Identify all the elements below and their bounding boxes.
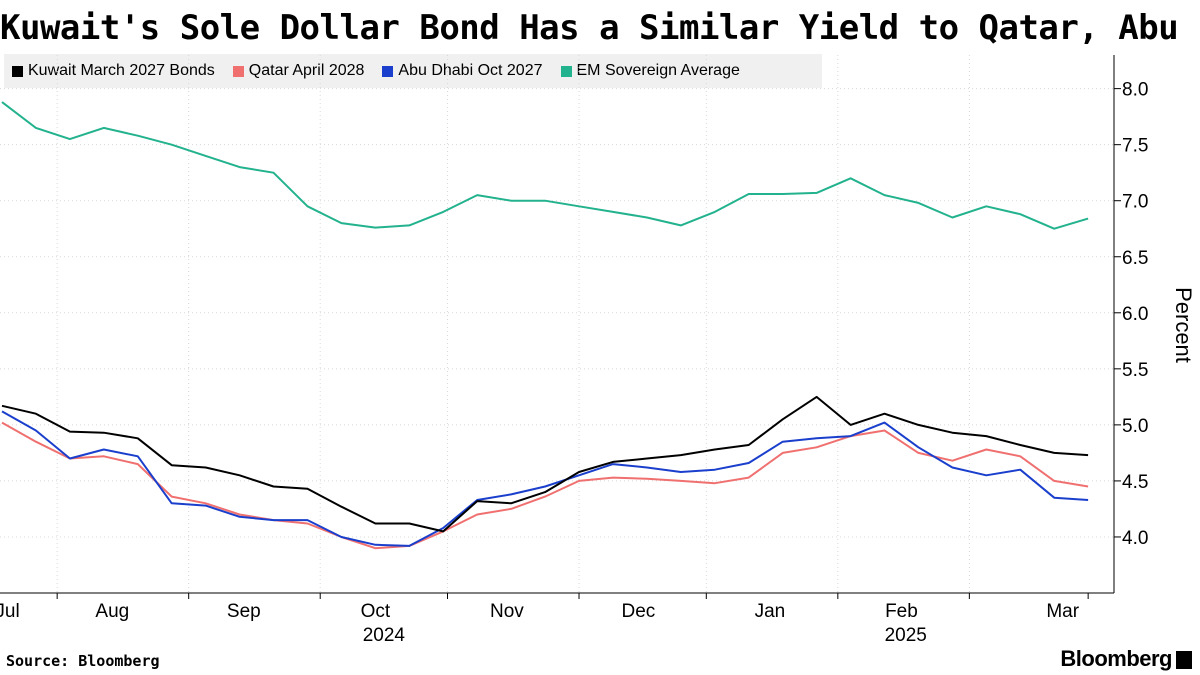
legend-label-qatar: Qatar April 2028 (248, 62, 365, 79)
y-axis-label: Percent (1171, 287, 1196, 363)
x-tick-label: Jan (755, 601, 786, 622)
y-tick-label: 4.0 (1122, 528, 1148, 549)
legend-swatch-em-sovereign (560, 65, 572, 77)
series-line-qatar-april-2028 (1, 421, 1089, 550)
x-tick-label: Jul (0, 601, 20, 622)
y-tick-label: 8.0 (1122, 80, 1148, 101)
y-tick-label: 6.5 (1122, 248, 1148, 269)
y-tick-label: 6.0 (1122, 304, 1148, 325)
y-tick-label: 5.5 (1122, 360, 1148, 381)
x-tick-label: Oct (361, 601, 391, 622)
legend-label-em-sovereign: EM Sovereign Average (576, 62, 740, 79)
legend-label-kuwait: Kuwait March 2027 Bonds (28, 62, 215, 79)
series-line-abu-dhabi-oct-2027 (1, 410, 1089, 547)
legend-swatch-kuwait (12, 65, 23, 77)
y-tick-label: 7.0 (1122, 192, 1148, 213)
x-tick-label: Sep (227, 601, 261, 622)
legend-swatch-abu-dhabi (382, 65, 394, 77)
legend-item-kuwait: Kuwait March 2027 Bonds (12, 62, 215, 80)
legend-swatch-qatar (232, 65, 244, 77)
chart-title: Kuwait's Sole Dollar Bond Has a Similar … (0, 8, 1200, 48)
chart-legend: Kuwait March 2027 Bonds Qatar April 2028… (4, 54, 822, 88)
x-tick-label: Mar (1046, 601, 1079, 622)
series-line-kuwait-march-2027-bonds (1, 395, 1089, 533)
x-tick-label: Feb (885, 601, 918, 622)
source-note: Source: Bloomberg (6, 652, 160, 670)
x-tick-label: Dec (622, 601, 656, 622)
legend-item-em-sovereign: EM Sovereign Average (560, 62, 740, 80)
bloomberg-terminal-icon (1176, 651, 1192, 669)
series-layer (1, 101, 1089, 550)
year-label: 2025 (885, 625, 927, 646)
y-tick-label: 7.5 (1122, 136, 1148, 157)
legend-item-qatar: Qatar April 2028 (232, 62, 365, 80)
x-tick-label: Nov (490, 601, 524, 622)
axis-layer: 4.0 4.5 5.0 5.5 6.0 6.5 7.0 7.5 8.0 Jul Aug Sep Oct N… (0, 55, 1148, 646)
y-tick-label: 5.0 (1122, 416, 1148, 437)
x-tick-label: Aug (95, 601, 129, 622)
series-line-em-sovereign-average (1, 101, 1089, 230)
legend-item-abu-dhabi: Abu Dhabi Oct 2027 (382, 62, 543, 80)
grid-layer (0, 55, 1114, 593)
legend-label-abu-dhabi: Abu Dhabi Oct 2027 (398, 62, 543, 79)
bloomberg-logo: Bloomberg (1060, 646, 1192, 672)
year-label: 2024 (363, 625, 406, 646)
bloomberg-wordmark: Bloomberg (1060, 646, 1172, 671)
y-tick-label: 4.5 (1122, 472, 1148, 493)
